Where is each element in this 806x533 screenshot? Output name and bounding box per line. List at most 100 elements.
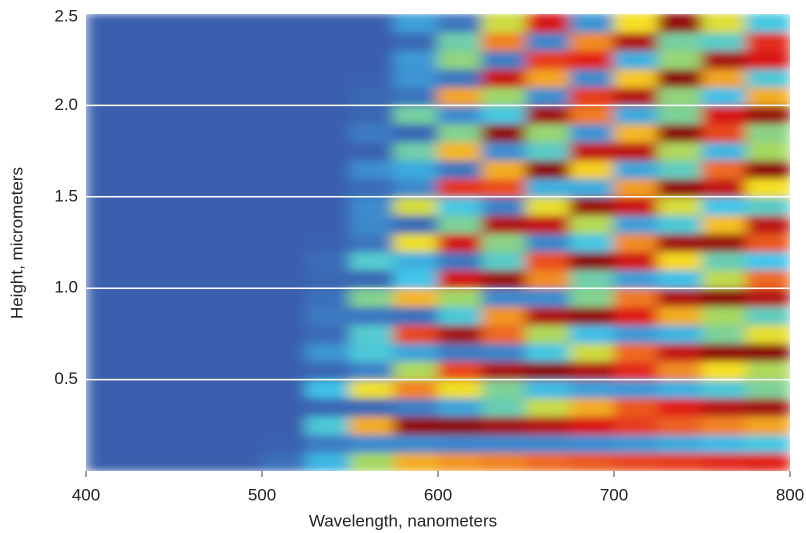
heatmap-cell [746,50,791,69]
heatmap-cell [570,452,615,471]
heatmap-cell [746,306,791,325]
heatmap-cell [262,306,307,325]
heatmap-cell [394,14,439,33]
heatmap-cell [746,361,791,380]
heatmap-cell [570,32,615,51]
heatmap-cell [438,397,483,416]
heatmap-cell [482,160,527,179]
heatmap-cell [350,68,395,87]
heatmap-cell [86,251,263,270]
heatmap-cell [702,269,747,288]
heatmap-cell [394,32,439,51]
heatmap-cell [746,288,791,307]
heatmap-cell [482,141,527,160]
heatmap-cell [614,288,659,307]
heatmap-cell [570,361,615,380]
heatmap-cell [570,379,615,398]
heatmap-cell [86,379,263,398]
heatmap-cell [702,14,747,33]
heatmap-cell [394,50,439,69]
heatmap-cell [746,178,791,197]
heatmap-cell [262,343,307,362]
chart: 0.51.01.52.02.5400500600700800 Wavelengt… [0,0,806,533]
heatmap-cell [614,233,659,252]
heatmap-cell [614,178,659,197]
heatmap-cell [350,288,395,307]
y-axis-label: Height, micrometers [7,167,26,319]
heatmap-cell [394,251,439,270]
heatmap-cell [482,306,527,325]
heatmap-cell [746,141,791,160]
heatmap-cell [262,379,307,398]
heatmap-cell [350,123,395,142]
heatmap-cell [394,306,439,325]
heatmap-cell [438,379,483,398]
heatmap-cell [394,288,439,307]
heatmap-cell [746,452,791,471]
heatmap-cell [438,324,483,343]
heatmap-cell [658,379,703,398]
heatmap-cell [306,14,351,33]
heatmap-cell [306,32,351,51]
heatmap-cell [306,361,351,380]
heatmap-cell [262,178,307,197]
heatmap-cell [350,324,395,343]
heatmap-cell [350,50,395,69]
heatmap-cell [702,105,747,124]
heatmap-cell [262,452,307,471]
heatmap-cell [746,324,791,343]
heatmap-cell [658,87,703,106]
heatmap-cell [746,87,791,106]
heatmap-cell [350,397,395,416]
heatmap-cell [746,379,791,398]
heatmap-cell [438,123,483,142]
heatmap-cell [350,215,395,234]
heatmap-cell [306,196,351,215]
heatmap-cell [746,397,791,416]
heatmap-cell [482,87,527,106]
heatmap-cell [482,123,527,142]
heatmap-cell [394,160,439,179]
heatmap-cell [438,141,483,160]
heatmap-cell [526,68,571,87]
heatmap-cell [570,160,615,179]
heatmap-cell [482,288,527,307]
heatmap-cell [86,123,263,142]
y-tick-label: 1.5 [54,186,78,205]
heatmap-cell [614,251,659,270]
heatmap-cell [482,50,527,69]
heatmap-cell [702,306,747,325]
heatmap-cell [526,343,571,362]
heatmap-cell [746,160,791,179]
heatmap-cell [482,68,527,87]
heatmap-cell [438,178,483,197]
heatmap-cell [658,397,703,416]
heatmap-cell [702,288,747,307]
heatmap-cell [86,269,263,288]
heatmap-cell [262,416,307,435]
heatmap-cell [570,288,615,307]
heatmap-cell [86,324,263,343]
heatmap-cell [306,379,351,398]
heatmap-cell [482,215,527,234]
heatmap-cell [306,269,351,288]
heatmap-cell [482,434,527,453]
heatmap-cells [86,14,791,472]
heatmap-cell [262,50,307,69]
heatmap-cell [614,306,659,325]
heatmap-cell [350,141,395,160]
heatmap-cell [262,251,307,270]
heatmap-cell [746,434,791,453]
heatmap-cell [658,14,703,33]
heatmap-cell [746,196,791,215]
heatmap-cell [482,361,527,380]
heatmap-cell [262,160,307,179]
heatmap-cell [350,233,395,252]
heatmap-cell [438,288,483,307]
heatmap-cell [306,123,351,142]
heatmap-cell [614,452,659,471]
heatmap-cell [438,434,483,453]
heatmap-cell [746,233,791,252]
heatmap-cell [614,343,659,362]
heatmap-cell [570,416,615,435]
